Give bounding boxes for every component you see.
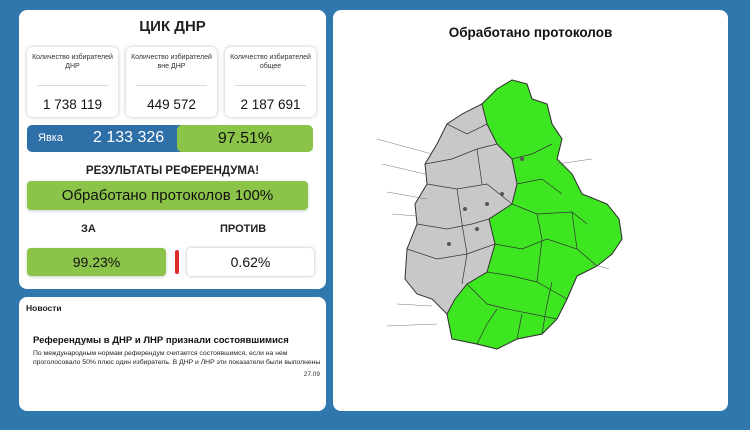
district-border [511, 203, 588, 225]
district-border [516, 313, 523, 340]
turnout-percent: 97.51% [177, 125, 313, 152]
label-leader-lines [376, 138, 610, 327]
district-border [416, 218, 490, 230]
processed-area [446, 79, 623, 350]
leader-line [591, 263, 610, 270]
leader-line [386, 191, 428, 200]
news-body: По международным нормам референдум счита… [33, 350, 321, 366]
results-title: РЕЗУЛЬТАТЫ РЕФЕРЕНДУМА! [85, 165, 260, 177]
stat-label: Количество избирателей вне ДНР [131, 54, 212, 70]
stat-label: Количество избирателей ДНР [32, 54, 113, 70]
district-border [494, 238, 598, 267]
district-border [476, 148, 483, 185]
leader-line [556, 158, 593, 165]
for-label: ЗА [81, 223, 96, 235]
city-markers [447, 157, 524, 246]
stat-card-voters-total: Количество избирателей общее 2 187 691 [225, 47, 316, 117]
city-marker [463, 207, 467, 211]
district-border [466, 283, 558, 320]
district-border [406, 243, 496, 260]
leader-line [396, 303, 433, 307]
city-marker [520, 157, 524, 161]
map-title: Обработано протоколов [448, 25, 613, 40]
district-border [516, 178, 563, 195]
city-marker [485, 202, 489, 206]
stat-divider [37, 85, 108, 86]
leader-line [391, 213, 418, 217]
turnout-label: Явка [38, 132, 63, 144]
region-map [337, 44, 724, 406]
against-label: ПРОТИВ [220, 223, 267, 235]
news-date: 27.09 [303, 371, 320, 378]
news-header: Новости [26, 303, 62, 313]
stat-card-voters-outside: Количество избирателей вне ДНР 449 572 [126, 47, 217, 117]
district-border [541, 281, 553, 335]
leader-line [376, 138, 433, 155]
leader-line [381, 163, 426, 175]
stat-label: Количество избирателей общее [230, 54, 311, 70]
stat-divider [136, 85, 207, 86]
stat-value: 2 187 691 [240, 97, 301, 112]
processed-protocols-bar: Обработано протоколов 100% [27, 181, 308, 210]
city-marker [447, 242, 451, 246]
news-headline[interactable]: Референдумы в ДНР и ЛНР признали состояв… [33, 335, 289, 346]
district-border [424, 143, 498, 165]
against-value: 0.62% [187, 248, 314, 276]
district-border [511, 143, 553, 160]
stat-divider [235, 85, 306, 86]
district-border [426, 183, 513, 205]
leader-line [386, 323, 438, 327]
city-marker [475, 227, 479, 231]
city-marker [500, 192, 504, 196]
district-border [571, 211, 578, 250]
district-border [476, 308, 498, 345]
district-border [456, 188, 468, 285]
for-value: 99.23% [27, 248, 166, 276]
district-border [446, 123, 488, 135]
cik-stats-panel: ЦИК ДНР Количество избирателей ДНР 1 738… [19, 10, 326, 289]
turnout-box: Явка 2 133 326 [27, 125, 187, 152]
district-borders [406, 123, 598, 345]
district-border [536, 213, 543, 283]
turnout-value: 2 133 326 [93, 129, 165, 146]
stat-card-voters-dnr: Количество избирателей ДНР 1 738 119 [27, 47, 118, 117]
district-border [486, 271, 568, 300]
stat-value: 1 738 119 [42, 97, 103, 112]
against-marker [175, 250, 179, 274]
news-panel: Новости Референдумы в ДНР и ЛНР признали… [19, 297, 326, 411]
cik-title: ЦИК ДНР [139, 18, 206, 35]
stat-value: 449 572 [147, 97, 196, 112]
map-panel: Обработано протоколов [333, 10, 728, 411]
